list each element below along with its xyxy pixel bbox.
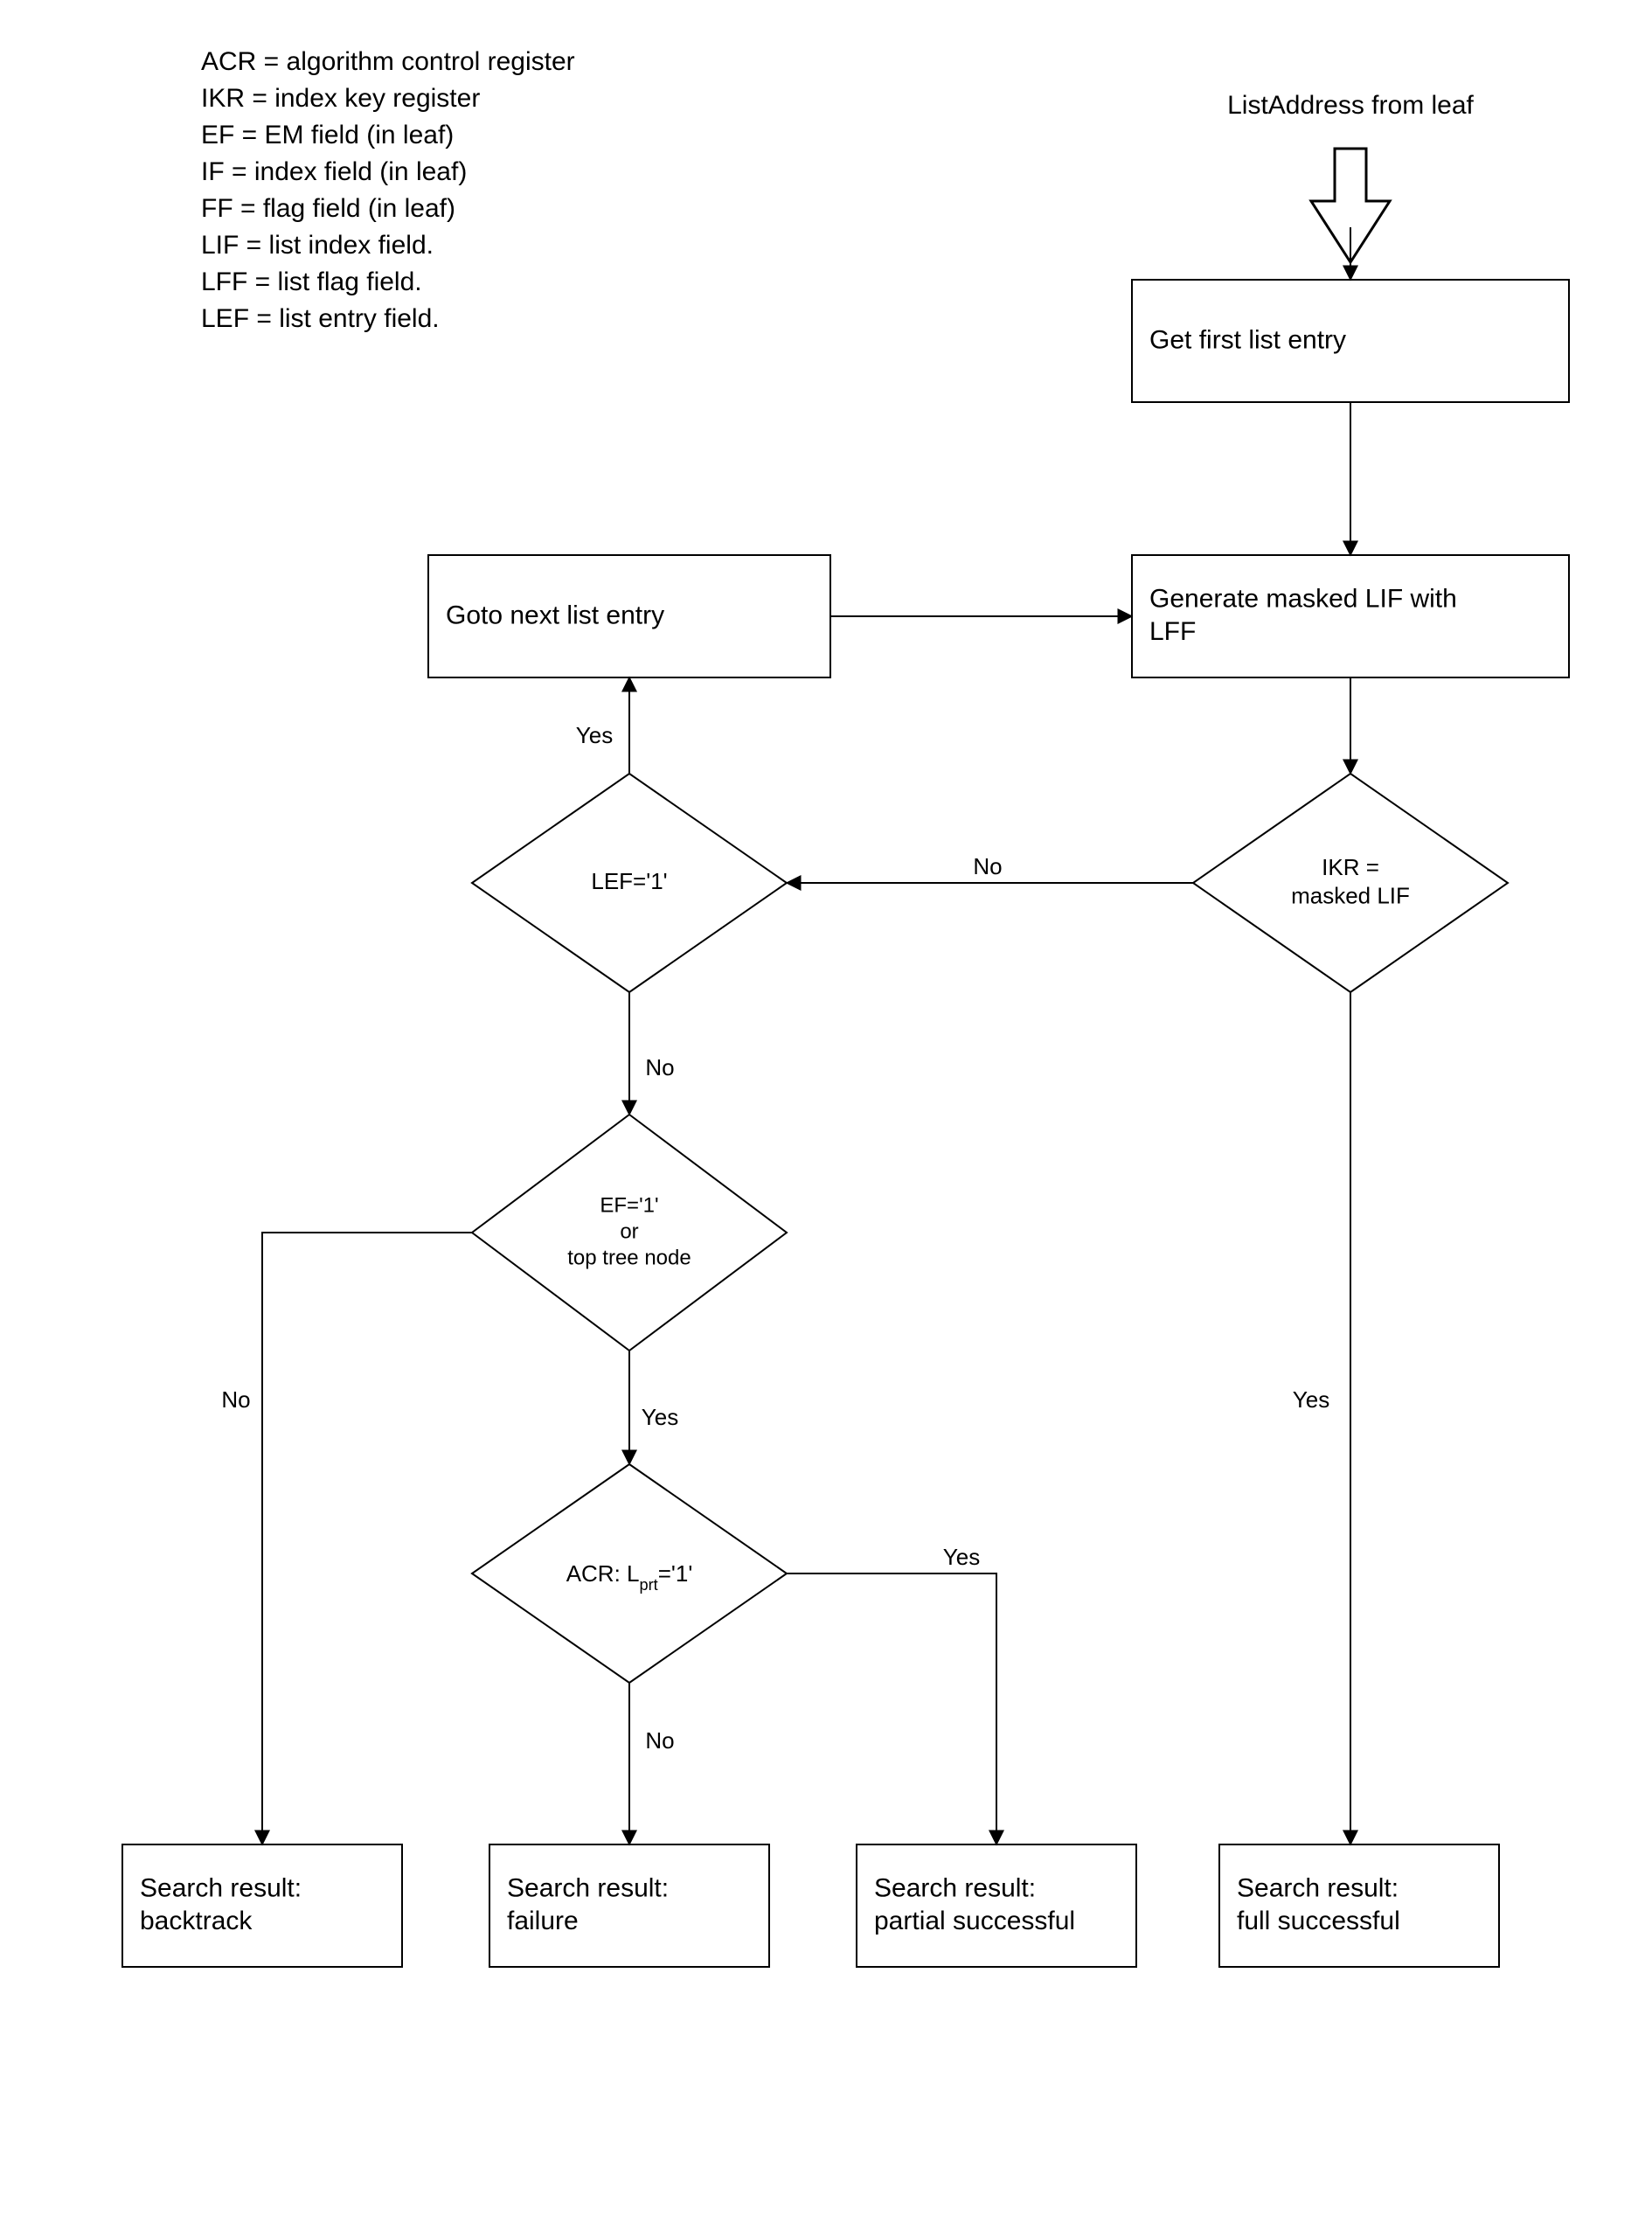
svg-text:Goto next list entry: Goto next list entry (446, 601, 664, 629)
node-get_first: Get first list entry (1132, 280, 1569, 402)
svg-text:IKR = index key register: IKR = index key register (201, 84, 480, 113)
node-gen_masked: Generate masked LIF with LFF (1132, 555, 1569, 677)
svg-text:EF='1': EF='1' (600, 1194, 658, 1218)
svg-text:IKR =: IKR = (1322, 854, 1379, 880)
svg-text:Search result:: Search result: (507, 1874, 669, 1903)
svg-text:Generate masked LIF with: Generate masked LIF with (1149, 585, 1457, 614)
edge (787, 1573, 996, 1844)
svg-text:Search result:: Search result: (1237, 1874, 1399, 1903)
svg-text:EF = EM field (in leaf): EF = EM field (in leaf) (201, 121, 454, 149)
node-res_partial: Search result: partial successful (857, 1844, 1136, 1967)
edge (262, 1233, 472, 1844)
edge-label: Yes (642, 1404, 678, 1430)
node-res_full: Search result: full successful (1219, 1844, 1499, 1967)
edge-label: No (645, 1727, 674, 1754)
svg-text:LFF: LFF (1149, 617, 1196, 646)
start-label: ListAddress from leaf (1227, 91, 1474, 120)
svg-text:failure: failure (507, 1907, 579, 1935)
node-goto_next: Goto next list entry (428, 555, 830, 677)
node-ikr_eq: IKR =masked LIF (1193, 774, 1508, 992)
node-acr_lprt: ACR: Lprt='1' (472, 1464, 787, 1683)
node-res_failure: Search result: failure (489, 1844, 769, 1967)
node-lef_eq: LEF='1' (472, 774, 787, 992)
svg-text:FF = flag field (in leaf): FF = flag field (in leaf) (201, 194, 455, 223)
edge-label: Yes (576, 722, 613, 748)
node-ef_eq: EF='1'or top tree node (472, 1115, 787, 1351)
edge-label: Yes (943, 1544, 980, 1570)
svg-text:top tree node: top tree node (567, 1247, 691, 1270)
svg-text:Search result:: Search result: (874, 1874, 1036, 1903)
svg-text:Get first list entry: Get first list entry (1149, 325, 1346, 354)
legend: ACR = algorithm control register IKR = in… (201, 47, 575, 333)
edge-label: No (221, 1386, 250, 1413)
svg-text:full successful: full successful (1237, 1907, 1400, 1935)
svg-text:masked LIF: masked LIF (1291, 882, 1410, 908)
svg-text:partial successful: partial successful (874, 1907, 1075, 1935)
node-res_backtrack: Search result: backtrack (122, 1844, 402, 1967)
svg-text:backtrack: backtrack (140, 1907, 253, 1935)
svg-text:LIF = list index field.: LIF = list index field. (201, 231, 434, 260)
svg-text:ACR = algorithm control regist: ACR = algorithm control register (201, 47, 575, 76)
edge-label: Yes (1293, 1386, 1329, 1413)
svg-text:LEF = list entry field.: LEF = list entry field. (201, 304, 440, 333)
svg-text:ListAddress from leaf: ListAddress from leaf (1227, 91, 1474, 120)
svg-text:LFF = list flag field.: LFF = list flag field. (201, 267, 422, 296)
svg-text:Search result:: Search result: (140, 1874, 302, 1903)
svg-text:LEF='1': LEF='1' (591, 868, 667, 894)
edge-label: No (645, 1054, 674, 1080)
svg-text:or: or (620, 1220, 638, 1244)
edge-label: No (973, 853, 1002, 879)
svg-text:IF = index field (in leaf): IF = index field (in leaf) (201, 157, 467, 186)
